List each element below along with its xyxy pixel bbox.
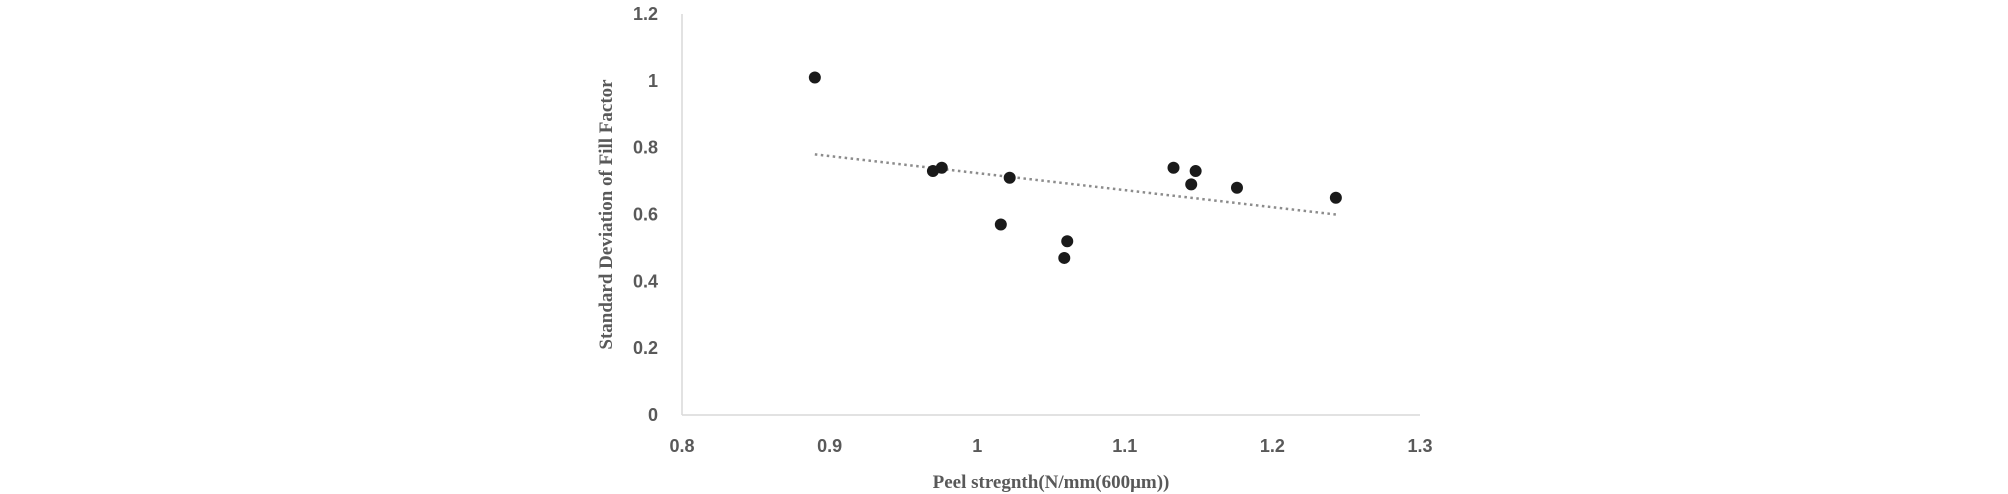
- x-tick-label: 1.1: [1112, 436, 1137, 456]
- x-tick-label: 0.8: [669, 436, 694, 456]
- y-tick-label: 0.8: [633, 138, 658, 158]
- data-points: [808, 71, 1342, 264]
- y-tick-labels: 0 0.2 0.4 0.6 0.8 1 1.2: [633, 4, 658, 425]
- data-point: [1058, 251, 1071, 264]
- data-point: [1003, 171, 1016, 184]
- x-tick-label: 0.9: [817, 436, 842, 456]
- trendline: [814, 153, 1337, 216]
- x-tick-label: 1: [972, 436, 982, 456]
- data-point: [994, 218, 1007, 231]
- y-tick-label: 0.4: [633, 271, 658, 291]
- y-tick-label: 1: [648, 71, 658, 91]
- x-tick-labels: 0.8 0.9 1 1.1 1.2 1.3: [669, 436, 1432, 456]
- data-point: [935, 161, 948, 174]
- y-tick-label: 1.2: [633, 4, 658, 24]
- y-tick-label: 0: [648, 405, 658, 425]
- x-axis-title: Peel stregnth(N/mm(600μm)): [933, 472, 1170, 493]
- data-point: [1167, 161, 1180, 174]
- data-point: [1185, 178, 1198, 191]
- data-point: [1061, 235, 1074, 248]
- axes: [681, 14, 1420, 416]
- data-point: [1329, 191, 1342, 204]
- y-tick-label: 0.6: [633, 205, 658, 225]
- x-tick-label: 1.3: [1407, 436, 1432, 456]
- x-tick-label: 1.2: [1260, 436, 1285, 456]
- data-point: [808, 71, 821, 84]
- y-axis-title: Standard Deviation of Fill Factor: [596, 79, 617, 350]
- y-tick-label: 0.2: [633, 338, 658, 358]
- data-point: [1189, 165, 1202, 178]
- data-point: [1230, 181, 1243, 194]
